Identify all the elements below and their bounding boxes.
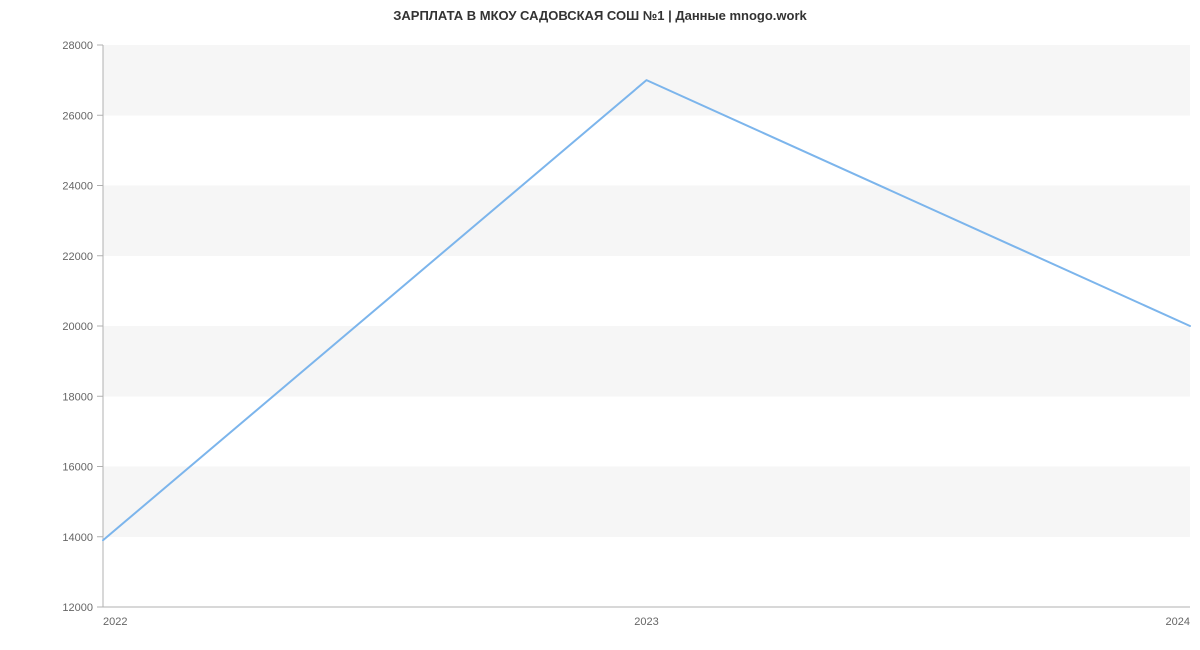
y-tick-label: 26000 [62,110,93,122]
y-tick-label: 28000 [62,40,93,52]
salary-line-chart: ЗАРПЛАТА В МКОУ САДОВСКАЯ СОШ №1 | Данны… [0,0,1200,650]
chart-title: ЗАРПЛАТА В МКОУ САДОВСКАЯ СОШ №1 | Данны… [0,8,1200,23]
grid-band [103,326,1190,396]
y-tick-label: 22000 [62,251,93,263]
x-tick-label: 2023 [634,616,658,628]
grid-band [103,537,1190,607]
grid-band [103,186,1190,256]
x-tick-label: 2022 [103,616,127,628]
grid-band [103,256,1190,326]
grid-band [103,115,1190,185]
grid-band [103,396,1190,466]
y-tick-label: 20000 [62,321,93,333]
x-tick-label: 2024 [1166,616,1190,628]
chart-svg: 12000 14000 16000 18000 20000 22000 24000 26000… [0,0,1200,650]
y-tick-label: 16000 [62,462,93,474]
y-tick-label: 18000 [62,391,93,403]
y-tick-label: 24000 [62,181,93,193]
grid-band [103,467,1190,537]
y-tick-label: 14000 [62,532,93,544]
y-tick-label: 12000 [62,602,93,614]
